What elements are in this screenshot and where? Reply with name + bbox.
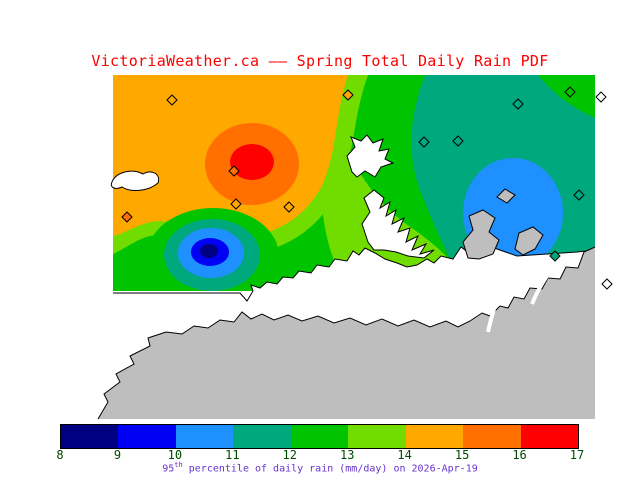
colorbar-tick-label: 17 [569, 448, 585, 462]
caption-base: 95 [162, 463, 175, 475]
station-marker [418, 136, 430, 148]
caption-rest: percentile of daily rain (mm/day) on 202… [182, 463, 478, 475]
page-title: VictoriaWeather.ca —— Spring Total Daily… [91, 52, 549, 70]
inlet-water [361, 189, 435, 259]
colorbar-tick-label: 16 [512, 448, 527, 462]
island-landmass [496, 188, 516, 204]
station-marker [121, 211, 133, 223]
colorbar-tick-label: 15 [454, 448, 470, 462]
colorbar-tick-label: 12 [282, 448, 297, 462]
colorbar-segment [290, 425, 349, 448]
colorbar-segment [405, 425, 464, 448]
colorbar-tick-label: 13 [339, 448, 355, 462]
station-marker [595, 91, 607, 103]
colorbar-tick-label: 9 [113, 448, 122, 462]
colorbar-segment [61, 425, 119, 448]
channel-water [486, 264, 516, 333]
colorbar-segment [520, 425, 578, 448]
station-marker [228, 165, 240, 177]
colorbar [60, 424, 579, 449]
station-marker [549, 250, 561, 262]
station-marker [564, 86, 576, 98]
mainland-landmass [98, 247, 595, 419]
contour-level-14-center [321, 110, 468, 291]
colorbar-segment [233, 425, 291, 448]
station-marker [166, 94, 178, 106]
colorbar-segment [175, 425, 234, 448]
colorbar-tick-label: 8 [56, 448, 64, 462]
colorbar-segment [118, 425, 176, 448]
inlet-water [346, 134, 395, 178]
colorbar-tick-label: 11 [225, 448, 240, 462]
channel-water [530, 256, 564, 305]
station-marker [452, 135, 464, 147]
station-marker [512, 98, 524, 110]
colorbar-tick-label: 10 [167, 448, 183, 462]
contour-level-17-core [230, 144, 274, 180]
caption-superscript: th [174, 461, 183, 469]
island-landmass [514, 226, 544, 256]
colorbar-caption: 95th percentile of daily rain (mm/day) o… [0, 461, 640, 474]
colorbar-segment [348, 425, 406, 448]
contour-minimum-core-8 [200, 244, 218, 258]
island-landmass [462, 209, 500, 260]
colorbar-segment [463, 425, 521, 448]
station-marker [230, 198, 242, 210]
colorbar-tick-labels: 8 9 10 11 12 13 14 15 16 17 [56, 448, 584, 462]
station-marker [601, 278, 613, 290]
station-marker [342, 89, 354, 101]
station-markers [121, 86, 613, 290]
basin-water [110, 170, 160, 191]
mainland-coastline [97, 246, 596, 420]
contour-level-13-northeast-corner [538, 75, 595, 118]
station-marker [573, 189, 585, 201]
colorbar-tick-label: 14 [397, 448, 412, 462]
station-marker [283, 201, 295, 213]
